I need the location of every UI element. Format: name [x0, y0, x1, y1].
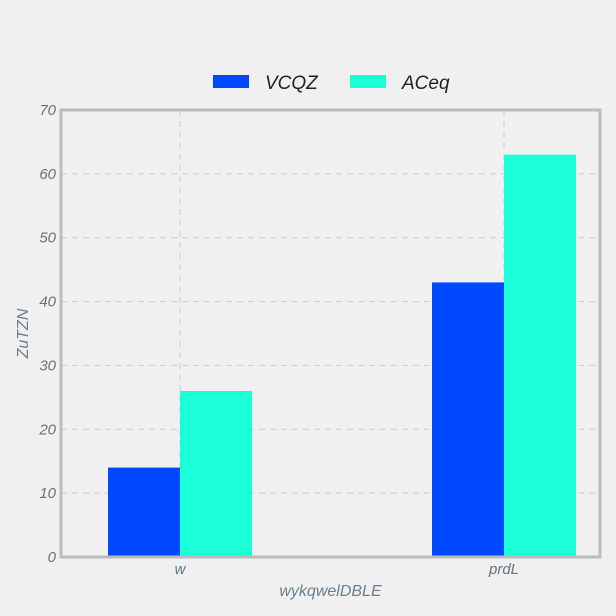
plot-area	[61, 110, 600, 557]
legend-label-ACeq: ACeq	[401, 73, 450, 94]
bar-ACeq-prdL	[504, 155, 576, 557]
x-tick-label: w	[175, 561, 187, 578]
y-tick-label: 40	[39, 294, 56, 311]
y-tick-label: 30	[39, 357, 56, 374]
x-axis-label: wykqwelDBLE	[279, 583, 382, 600]
legend-swatch-ACeq	[350, 75, 386, 88]
y-tick-label: 20	[38, 421, 56, 438]
y-tick-label: 70	[39, 102, 56, 119]
legend-swatch-VCQZ	[213, 75, 249, 88]
y-tick-label: 60	[39, 166, 56, 183]
y-tick-label: 0	[48, 549, 57, 566]
chart-legend: VCQZ ACeq	[213, 73, 450, 94]
bar-VCQZ-prdL	[432, 282, 504, 557]
x-axis-ticks: w prdL	[175, 561, 519, 578]
y-tick-label: 10	[39, 485, 56, 502]
bar-ACeq-w	[180, 391, 252, 557]
legend-label-VCQZ: VCQZ	[265, 73, 319, 94]
bar-VCQZ-w	[108, 468, 180, 557]
y-axis-label: ZuTZN	[15, 308, 32, 359]
y-tick-label: 50	[39, 230, 56, 247]
y-axis-ticks: 0 10 20 30 40 50 60 70	[38, 102, 56, 566]
x-tick-label: prdL	[488, 561, 519, 578]
